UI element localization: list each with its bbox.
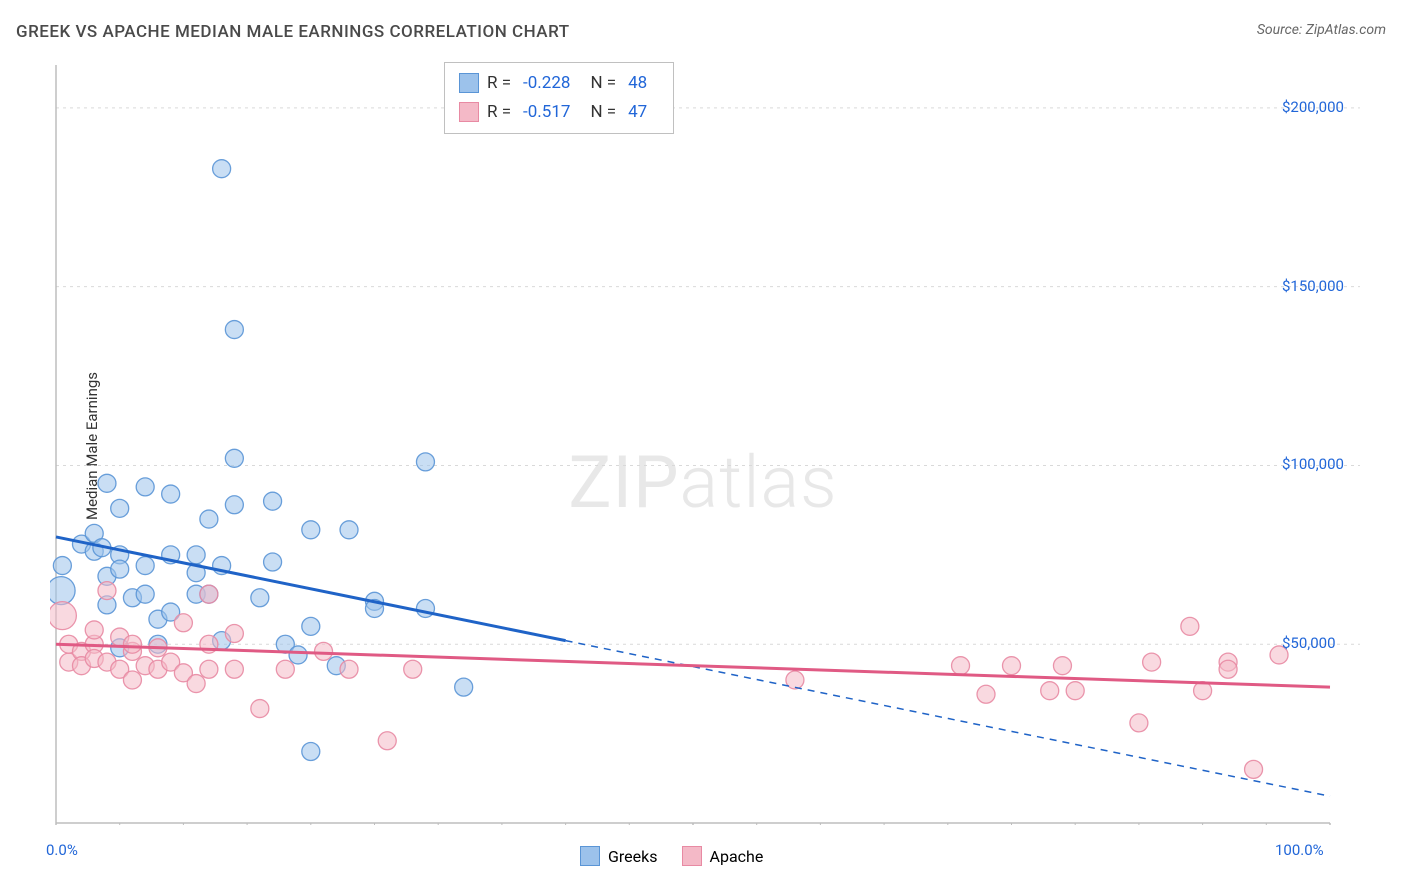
legend-item-greeks: Greeks [580, 846, 658, 866]
swatch-apache [459, 102, 479, 122]
chart-title: GREEK VS APACHE MEDIAN MALE EARNINGS COR… [16, 22, 570, 42]
n-value-greeks: 48 [628, 69, 647, 98]
source-attribution: Source: ZipAtlas.com [1257, 22, 1386, 38]
stats-legend-box: R = -0.228 N = 48 R = -0.517 N = 47 [444, 62, 674, 134]
x-tick-label: 100.0% [1275, 841, 1324, 859]
n-label: N = [590, 98, 616, 127]
r-label: R = [487, 69, 511, 98]
swatch-greeks [580, 846, 600, 866]
scatter-plot [50, 55, 1370, 825]
legend-item-apache: Apache [682, 846, 764, 866]
x-tick-label: 0.0% [46, 841, 78, 859]
r-value-apache: -0.517 [523, 98, 570, 127]
stats-row-greeks: R = -0.228 N = 48 [459, 69, 659, 98]
legend-label-greeks: Greeks [608, 847, 658, 866]
n-label: N = [590, 69, 616, 98]
bottom-legend: Greeks Apache [580, 846, 763, 866]
r-label: R = [487, 98, 511, 127]
y-tick-label: $200,000 [1282, 98, 1344, 116]
n-value-apache: 47 [628, 98, 647, 127]
r-value-greeks: -0.228 [523, 69, 570, 98]
chart-container: GREEK VS APACHE MEDIAN MALE EARNINGS COR… [0, 0, 1406, 892]
y-tick-label: $50,000 [1282, 634, 1336, 652]
legend-label-apache: Apache [710, 847, 764, 866]
stats-row-apache: R = -0.517 N = 47 [459, 98, 659, 127]
swatch-greeks [459, 73, 479, 93]
y-tick-label: $100,000 [1282, 455, 1344, 473]
swatch-apache [682, 846, 702, 866]
y-tick-label: $150,000 [1282, 277, 1344, 295]
